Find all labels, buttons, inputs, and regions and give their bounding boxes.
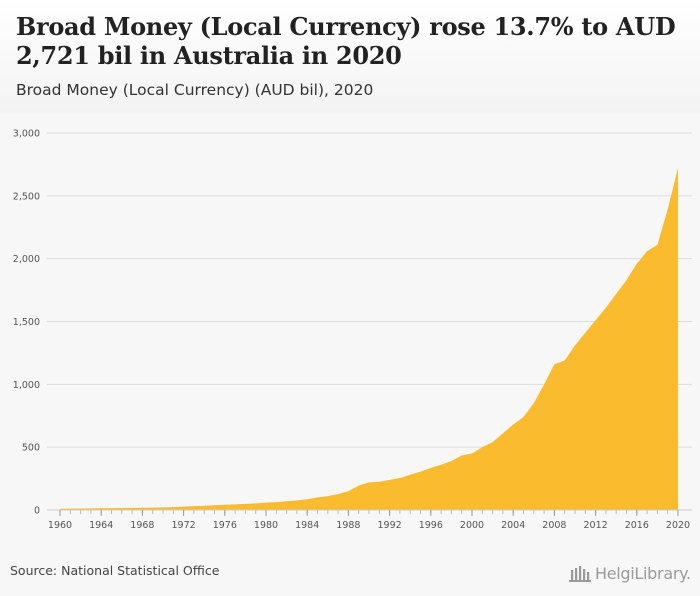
chart-header: Broad Money (Local Currency) rose 13.7% … xyxy=(0,0,700,114)
x-tick-label: 1988 xyxy=(336,520,360,531)
y-tick-label: 3,000 xyxy=(13,129,40,140)
x-tick-label: 1976 xyxy=(213,520,237,531)
x-tick-label: 2004 xyxy=(501,520,525,531)
y-tick-label: 1,000 xyxy=(13,380,40,391)
library-building-icon xyxy=(569,566,591,582)
helgi-library-logo[interactable]: HelgiLibrary. xyxy=(568,561,691,585)
x-tick-label: 2016 xyxy=(625,520,649,531)
x-tick-label: 1972 xyxy=(172,520,196,531)
x-tick-label: 1984 xyxy=(295,520,319,531)
y-tick-label: 2,000 xyxy=(13,254,40,265)
x-tick-label: 2008 xyxy=(542,520,566,531)
x-tick-label: 1960 xyxy=(48,520,72,531)
source-note: Source: National Statistical Office xyxy=(10,563,220,578)
x-tick-label: 2000 xyxy=(460,520,484,531)
y-axis: 0 500 1,000 1,500 2,000 2,500 3,000 xyxy=(13,129,40,517)
x-tick-label: 2012 xyxy=(584,520,608,531)
x-tick-label: 1964 xyxy=(89,520,113,531)
x-tick-label: 2020 xyxy=(666,520,690,531)
x-tick-label: 1968 xyxy=(130,520,154,531)
x-tick-label: 1992 xyxy=(378,520,402,531)
y-tick-label: 2,500 xyxy=(13,191,40,202)
chart-title: Broad Money (Local Currency) rose 13.7% … xyxy=(16,12,676,70)
y-tick-label: 1,500 xyxy=(13,317,40,328)
y-tick-label: 0 xyxy=(34,506,40,517)
x-axis: 1960 1964 1968 1972 1976 1980 1984 1988 1992 1996… xyxy=(47,509,692,531)
logo-text: HelgiLibrary. xyxy=(595,563,691,583)
area-series xyxy=(60,168,678,510)
y-tick-label: 500 xyxy=(22,443,40,454)
x-tick-label: 1996 xyxy=(419,520,443,531)
area-broad-money xyxy=(60,168,678,510)
x-tick-label: 1980 xyxy=(254,520,278,531)
chart-subtitle: Broad Money (Local Currency) (AUD bil), … xyxy=(16,81,374,99)
